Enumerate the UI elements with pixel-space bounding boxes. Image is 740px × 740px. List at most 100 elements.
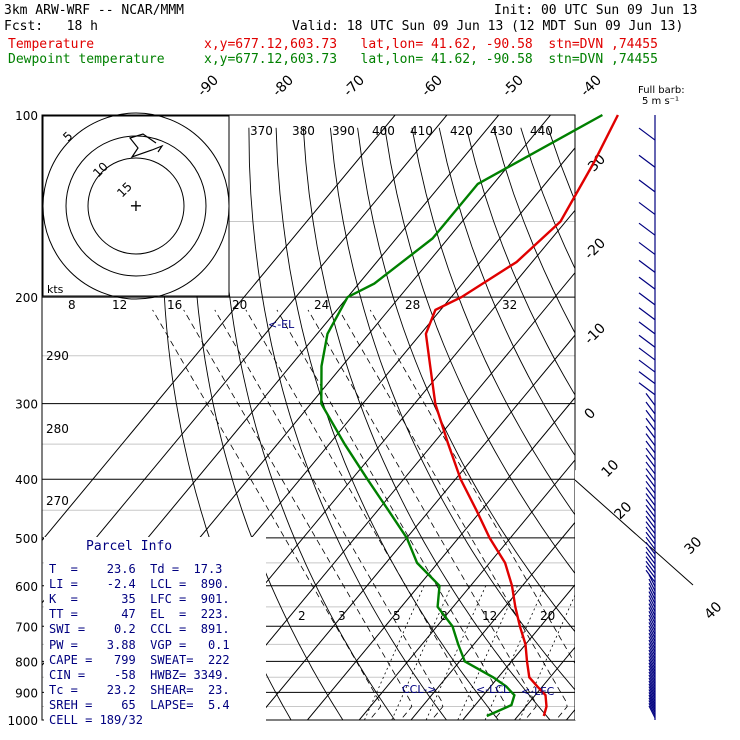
- isotherm-line: [254, 334, 575, 720]
- wind-barb: [645, 504, 656, 518]
- wind-barb: [648, 700, 656, 713]
- wind-barb: [648, 632, 656, 646]
- parcel-row: LI = -2.4 LCL = 890.: [49, 577, 230, 591]
- wind-barb: [648, 643, 656, 656]
- lcl-marker: <-LCL: [476, 683, 510, 696]
- dry-adiabat: [384, 127, 575, 575]
- pressure-tick-label: 1000: [7, 714, 38, 728]
- wind-barb: [645, 480, 656, 494]
- wind-barb: [648, 607, 656, 620]
- temperature-location: x,y=677.12,603.73 lat,lon= 41.62, -90.58…: [204, 37, 658, 52]
- wind-barb: [645, 401, 656, 415]
- isotherm-line: [462, 584, 575, 720]
- wind-barb: [645, 493, 656, 506]
- wind-barb: [645, 474, 656, 488]
- wind-barb: [638, 276, 656, 290]
- model-title: 3km ARW-WRF -- NCAR/MMM: [4, 3, 185, 18]
- parcel-info-title: Parcel Info: [86, 539, 173, 554]
- isotherm-line: [42, 115, 396, 542]
- wind-barb: [648, 591, 656, 604]
- wind-barb: [645, 515, 656, 529]
- parcel-row: K = 35 LFC = 901.: [49, 592, 230, 606]
- kts-tick: 16: [167, 298, 182, 312]
- wind-barb: [645, 541, 656, 555]
- mixing-ratio-line: [391, 585, 452, 720]
- dewpoint-legend: Dewpoint temperature: [8, 52, 165, 67]
- wind-barb: [648, 705, 656, 719]
- init-time: Init: 00 UTC Sun 09 Jun 13: [494, 3, 698, 18]
- wind-barb: [648, 582, 656, 596]
- parcel-row: Tc = 23.2 SHEAR= 23.: [49, 683, 230, 697]
- wind-barb: [648, 656, 656, 669]
- wind-barb: [645, 565, 656, 579]
- wind-barb: [648, 662, 656, 676]
- pressure-tick-label: 100: [15, 109, 38, 123]
- pressure-tick-label: 300: [15, 398, 38, 412]
- dry-adiabat-label: 410: [410, 124, 433, 138]
- wind-barb: [645, 560, 656, 574]
- mixing-ratio-line: [425, 585, 487, 720]
- kts-tick: 32: [502, 298, 517, 312]
- hodograph-ring: [87, 157, 185, 255]
- pressure-tick-label: 800: [15, 655, 38, 669]
- dry-adiabat-label: 290: [46, 349, 69, 363]
- wind-legend-units: 5 m s⁻¹: [642, 96, 679, 107]
- wind-barb: [648, 671, 656, 685]
- dry-adiabat: [302, 127, 551, 720]
- wind-barb: [648, 595, 656, 608]
- mixing-ratio-label: 2: [298, 609, 306, 623]
- wind-barb: [645, 510, 656, 524]
- wind-barb: [648, 622, 656, 635]
- isotherm-label: -80: [270, 72, 297, 99]
- wind-barb: [648, 639, 656, 653]
- wind-barb: [648, 629, 656, 642]
- isotherm-line: [358, 459, 575, 720]
- wind-barb: [648, 653, 656, 666]
- wind-barb: [648, 677, 656, 691]
- wind-barb: [648, 697, 656, 711]
- wind-barb: [638, 292, 656, 306]
- wind-barb: [645, 546, 656, 560]
- kts-label: kts: [47, 283, 64, 296]
- isotherm-label: -50: [500, 72, 527, 99]
- pressure-tick-label: 900: [15, 686, 38, 700]
- dry-adiabat: [220, 127, 396, 720]
- kts-tick: 12: [112, 298, 127, 312]
- parcel-row: CELL = 189/32: [49, 713, 143, 727]
- frame-diagonal: [574, 479, 694, 586]
- wind-barb: [645, 551, 656, 565]
- isotherm-label: -90: [195, 72, 222, 99]
- ccl-marker: CCL->: [402, 683, 436, 696]
- wind-barb: [638, 321, 656, 335]
- isotherm-label: -40: [578, 72, 605, 99]
- dry-adiabat: [357, 127, 575, 633]
- el-marker: <-EL: [268, 318, 295, 331]
- temperature-profile: [424, 114, 619, 717]
- dry-adiabat-label: 420: [450, 124, 473, 138]
- pressure-tick-label: 400: [15, 473, 38, 487]
- kts-tick: 24: [314, 298, 329, 312]
- wind-barb: [648, 646, 656, 659]
- pressure-tick-label: 500: [15, 532, 38, 546]
- wind-barb: [648, 668, 656, 682]
- wind-barb: [645, 468, 656, 481]
- valid-time: Valid: 18 UTC Sun 09 Jun 13 (12 MDT Sun …: [292, 19, 684, 34]
- parcel-row: CIN = -58 HWBZ= 3349.: [49, 668, 230, 682]
- dry-adiabat: [191, 127, 344, 720]
- wind-barb: [648, 689, 656, 702]
- dry-adiabat-label: 270: [46, 494, 69, 508]
- isotherm-line: [410, 521, 575, 720]
- wind-barb: [648, 692, 656, 705]
- pressure-tick-label: 200: [15, 291, 38, 305]
- hodograph: [42, 112, 230, 300]
- wind-barb: [648, 665, 656, 679]
- isotherm-label: 0: [582, 405, 600, 423]
- wind-barb: [645, 433, 656, 447]
- isotherm-label: -70: [341, 72, 368, 99]
- wind-barb: [638, 307, 656, 321]
- dry-adiabat-label: 370: [250, 124, 273, 138]
- corner-mask: [575, 470, 740, 720]
- pressure-tick-label: 600: [15, 580, 38, 594]
- wind-barb: [645, 461, 656, 475]
